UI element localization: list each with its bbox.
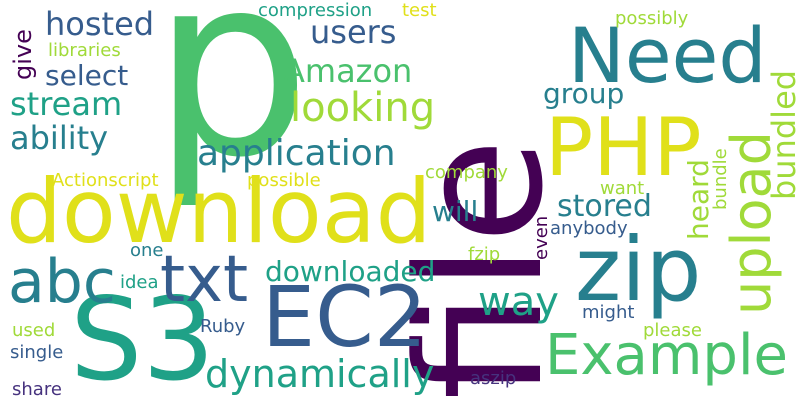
word-actionscript: Actionscript [52, 170, 159, 191]
word-group: group [543, 77, 625, 110]
word-libraries: libraries [48, 40, 121, 61]
word-compression: compression [258, 0, 373, 21]
word-way: way [478, 279, 559, 325]
word-dynamically: dynamically [205, 352, 435, 396]
word-share: share [12, 379, 62, 400]
word-txt: txt [160, 243, 249, 317]
word-test: test [402, 0, 437, 21]
word-ability: ability [10, 119, 109, 157]
word-possibly: possibly [615, 8, 689, 29]
word-single: single [10, 342, 64, 363]
word-select: select [45, 59, 129, 92]
word-please: please [643, 320, 702, 341]
word-need: Need [568, 11, 767, 100]
word-hosted: hosted [45, 5, 155, 43]
word-used: used [12, 320, 56, 341]
word-zip: zip [575, 218, 702, 321]
word-users: users [310, 13, 397, 51]
word-anybody: anybody [550, 218, 628, 239]
word-stored: stored [557, 189, 652, 224]
word-even: even [531, 215, 552, 260]
word-fzip: fzip [468, 244, 501, 265]
word-example: Example [545, 323, 788, 388]
word-amazon: Amazon [283, 52, 413, 90]
word-application: application [197, 133, 396, 174]
word-company: company [425, 162, 508, 183]
word-php: PHP [545, 101, 702, 194]
word-ruby: Ruby [200, 316, 246, 337]
word-abc: abc [8, 247, 116, 317]
word-aszip: aszip [470, 368, 517, 389]
word-looking: looking [290, 85, 436, 131]
word-might: might [582, 302, 635, 323]
word-want: want [600, 178, 645, 199]
word-idea: idea [120, 272, 159, 293]
word-give: give [9, 29, 37, 80]
word-bundled: bundled [765, 69, 800, 200]
word-heard: heard [682, 159, 715, 240]
word-s3: S3 [70, 273, 215, 400]
word-p: p [152, 0, 311, 212]
word-download: download [6, 160, 432, 263]
word-ec2: EC2 [262, 268, 428, 366]
word-stream: stream [10, 85, 123, 123]
word-bundle: bundle [710, 148, 731, 210]
word-one: one [130, 240, 164, 261]
word-downloaded: downloaded [265, 255, 436, 288]
word-will: will [432, 195, 479, 228]
word-possible: possible [247, 170, 321, 191]
